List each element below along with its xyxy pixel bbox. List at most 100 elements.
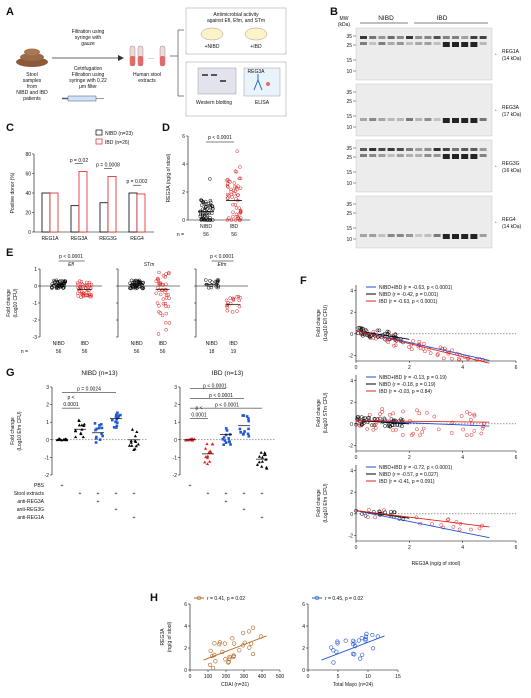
h-point (250, 625, 256, 630)
d-point (211, 218, 215, 222)
c-legend-swatch-nibd (95, 129, 103, 136)
blot-2-label-1: (16 kDa) (502, 168, 522, 174)
g-point (129, 440, 133, 444)
c-bar-ibd-2 (107, 176, 117, 233)
f-ylabel-2-1: (Log10 Efm CFU) (323, 483, 329, 523)
h-xlabel-0: CDAI (n=31) (221, 682, 249, 688)
f-xtick-label-0-3: 6 (515, 365, 518, 371)
e-point (225, 308, 229, 313)
f-point (371, 335, 376, 340)
f-point (361, 421, 366, 426)
blot-1-band-1 (369, 118, 377, 121)
f-point (387, 412, 392, 417)
g-point (73, 435, 78, 439)
f-point (385, 329, 390, 334)
e-pval-0: p < 0.0001 (59, 254, 83, 260)
f-point (439, 523, 444, 527)
f-xtick-label-2-2: 4 (461, 545, 464, 551)
blot-3-band-2 (378, 234, 386, 237)
blot-0-band-5 (406, 42, 413, 45)
blot-0-band-12 (470, 42, 478, 47)
g-point (114, 413, 118, 417)
c-ytick-label-2: 40 (25, 191, 31, 197)
f-point (469, 527, 473, 532)
g-point (205, 442, 209, 446)
plus-ibd-label: +IBD (250, 44, 262, 50)
g-point (259, 450, 263, 454)
f-legend-1-0: NIBD+IBD (r = -0.13, p = 0.19) (379, 375, 447, 381)
g-point (205, 456, 210, 460)
h-fit-0 (203, 635, 267, 661)
extracts-line1: extracts (138, 78, 156, 84)
f-point (417, 411, 422, 416)
tube-icons (129, 45, 166, 67)
g-point (133, 434, 137, 438)
f-legend-0-2: IBD (r = -0.63, p < 0.0001) (379, 299, 438, 305)
panel-letter-c: C (6, 122, 14, 134)
f-point (355, 421, 359, 426)
d-point (233, 189, 238, 193)
g-point (136, 442, 140, 446)
d-point (238, 211, 242, 216)
e-title-0: Efl (68, 262, 75, 268)
h-point (335, 641, 340, 646)
e-point (81, 293, 86, 298)
blot-2-upperband-9 (442, 148, 450, 151)
g-ibd-pval-1: p < 0.0001 (209, 393, 233, 399)
blot-0-upperband-13 (479, 36, 487, 39)
g-point (227, 437, 231, 440)
h-point (232, 641, 237, 646)
g-point (203, 460, 207, 464)
f-legend-2-2: IBD (r = -0.41, p = 0.091) (379, 479, 435, 485)
f-point (428, 351, 433, 356)
blot-1-band-2 (378, 118, 386, 121)
f-fit-1-2 (355, 420, 490, 423)
h-legend-0: r = 0.41, p = 0.02 (207, 596, 245, 602)
d-point (238, 209, 243, 213)
blot-nibd-header: NIBD (378, 15, 394, 22)
f-point (377, 328, 382, 333)
e-point (236, 294, 241, 299)
panel-letter-b: B (330, 6, 338, 18)
e-point (160, 288, 164, 293)
panel-g-chart: Fold change (Log10 Efm CFU) 3 2 1 0 -1 -2 NIBD (… (10, 370, 275, 521)
g-ytick-label-1-1: 2 (174, 403, 177, 409)
g-ytick-label-1-2: 1 (174, 420, 177, 426)
extracts-line0: Human stool (133, 72, 161, 78)
g-point (93, 422, 97, 425)
f-xlabel: REG3A (ng/g of stool) (412, 561, 461, 567)
f-ytick-label-1-1: 2 (350, 400, 353, 406)
f-point (418, 433, 422, 438)
f-point (397, 423, 402, 428)
f-point (465, 433, 469, 438)
g-ytick-label-0-2: 1 (46, 420, 49, 426)
blot-0-upperband-4 (396, 36, 404, 39)
d-point (208, 177, 212, 181)
g-point (95, 427, 98, 431)
e-n-prefix: n = (21, 349, 28, 355)
d-point (226, 216, 231, 220)
g-plus-0-3-3: + (115, 507, 118, 513)
blot-0-upperband-11 (461, 36, 469, 39)
g-nibd-pval-2: p = 0.0024 (77, 386, 101, 392)
blot-0-band-8 (433, 42, 441, 45)
f-point (477, 526, 482, 531)
f-point (438, 345, 443, 350)
f-point (445, 517, 450, 522)
d-point (235, 214, 240, 219)
panel-d: D 0 2 4 6 REG3A (ng/g of stool) NIBD 56 IBD 56 n … (160, 120, 260, 245)
blot-3-band-11 (461, 234, 469, 239)
f-fit-2-2 (355, 510, 490, 528)
blot-2-band-7 (424, 154, 432, 157)
e-point (87, 288, 91, 292)
blot-3-band-10 (452, 234, 459, 239)
h-point (217, 642, 222, 647)
plus-nibd-label: +NIBD (205, 44, 220, 50)
h-xtick-label-1-0: 0 (307, 674, 310, 680)
e-point (158, 281, 162, 285)
d-point (203, 214, 207, 218)
blot-1-tick-2: 15 (346, 114, 352, 120)
stool-icon (16, 48, 48, 67)
h-point (358, 656, 363, 661)
d-point (234, 212, 239, 217)
